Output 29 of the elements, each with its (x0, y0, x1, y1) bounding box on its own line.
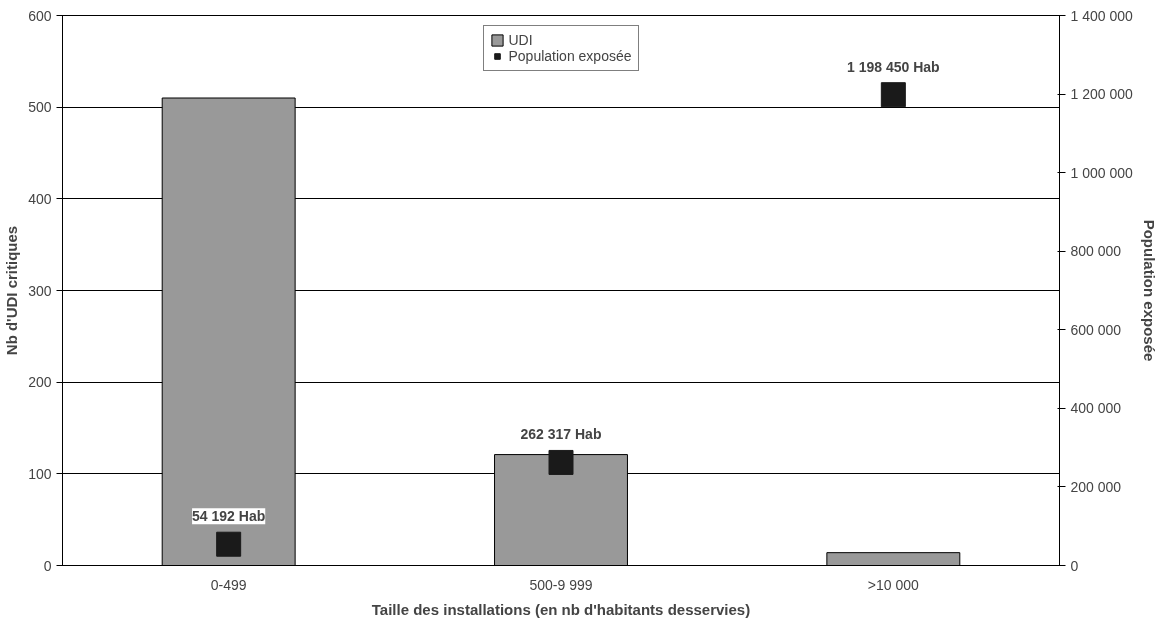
data-label: 262 317 Hab (520, 426, 602, 443)
y-tick-label: 300 (28, 282, 52, 299)
point (880, 82, 906, 108)
y2-tick-label: 1 200 000 (1070, 86, 1133, 103)
x-axis-title: Taille des installations (en nb d'habitants desservies) (371, 600, 751, 618)
y2-tick-label: 800 000 (1070, 243, 1122, 260)
y2-axis-title: Population exposée (1140, 219, 1158, 362)
y-tick-label: 600 (28, 7, 52, 24)
y2-tick-label: 400 000 (1070, 400, 1122, 417)
legend-label: Population exposée (508, 48, 632, 64)
y2-tick-label: 1 400 000 (1070, 7, 1133, 24)
point (216, 531, 242, 557)
y-tick-label: 200 (28, 374, 52, 391)
point (548, 449, 574, 475)
x-tick-label: 0-499 (210, 576, 247, 593)
y-axis-title: Nb d'UDI critiques (3, 225, 21, 356)
y2-tick-label: 1 000 000 (1070, 164, 1133, 181)
data-label: 54 192 Hab (192, 508, 266, 525)
y2-tick-label: 0 (1070, 557, 1079, 574)
legend-label: UDI (508, 32, 533, 48)
y2-tick-label: 600 000 (1070, 321, 1122, 338)
y-tick-label: 0 (43, 557, 52, 574)
y-tick-label: 500 (28, 99, 52, 116)
y-tick-label: 400 (28, 190, 52, 207)
data-label: 1 198 450 Hab (847, 58, 940, 75)
y2-tick-label: 200 000 (1070, 478, 1122, 495)
x-tick-label: 500-9 999 (529, 576, 593, 593)
y-tick-label: 100 (28, 465, 52, 482)
x-tick-label: >10 000 (867, 576, 920, 593)
